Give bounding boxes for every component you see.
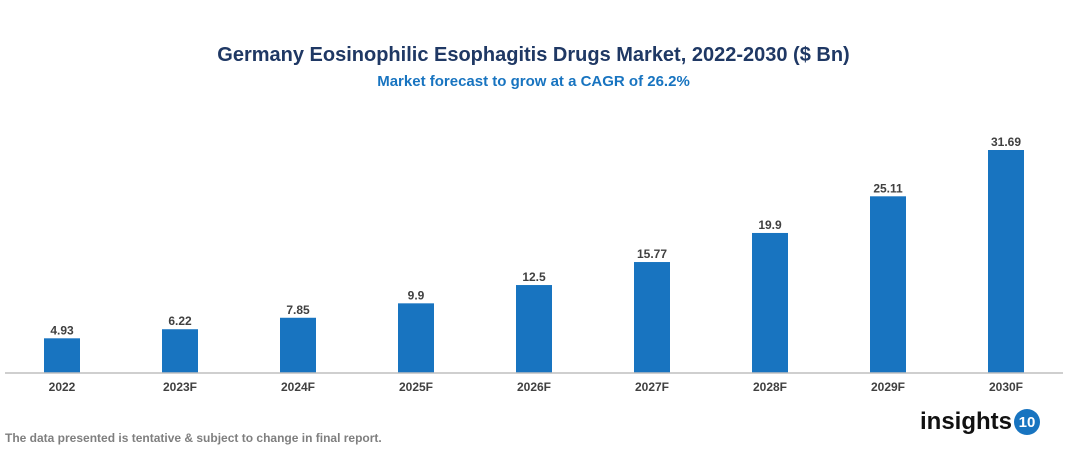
- x-tick-label: 2022: [49, 380, 76, 394]
- insights10-logo: insights 10: [920, 408, 1041, 436]
- data-label: 6.22: [168, 314, 192, 328]
- data-label: 7.85: [286, 303, 310, 317]
- x-tick-label: 2029F: [871, 380, 905, 394]
- bar: [634, 262, 670, 373]
- data-label: 9.9: [408, 288, 425, 302]
- data-label: 12.5: [522, 270, 546, 284]
- bar: [516, 285, 552, 373]
- x-tick-label: 2025F: [399, 380, 433, 394]
- x-tick-label: 2024F: [281, 380, 315, 394]
- x-tick-label: 2026F: [517, 380, 551, 394]
- bar: [162, 329, 198, 373]
- logo-text: insights: [920, 408, 1013, 435]
- bar: [44, 338, 80, 373]
- disclaimer-note: The data presented is tentative & subjec…: [5, 431, 382, 445]
- logo-badge: 10: [1014, 409, 1041, 435]
- bar: [398, 303, 434, 373]
- bar: [988, 150, 1024, 373]
- data-label: 31.69: [991, 135, 1021, 149]
- data-label: 15.77: [637, 247, 667, 261]
- x-tick-label: 2023F: [163, 380, 197, 394]
- data-label: 4.93: [50, 323, 74, 337]
- x-tick-label: 2028F: [753, 380, 787, 394]
- bar: [752, 232, 788, 373]
- x-tick-label: 2027F: [635, 380, 669, 394]
- chart-subtitle: Market forecast to grow at a CAGR of 26.…: [377, 73, 690, 90]
- bar: [870, 196, 906, 373]
- chart-title: Germany Eosinophilic Esophagitis Drugs M…: [217, 44, 850, 66]
- x-tick-label: 2030F: [989, 380, 1023, 394]
- data-label: 25.11: [873, 181, 903, 195]
- data-label: 19.9: [758, 218, 782, 232]
- bar: [280, 317, 316, 373]
